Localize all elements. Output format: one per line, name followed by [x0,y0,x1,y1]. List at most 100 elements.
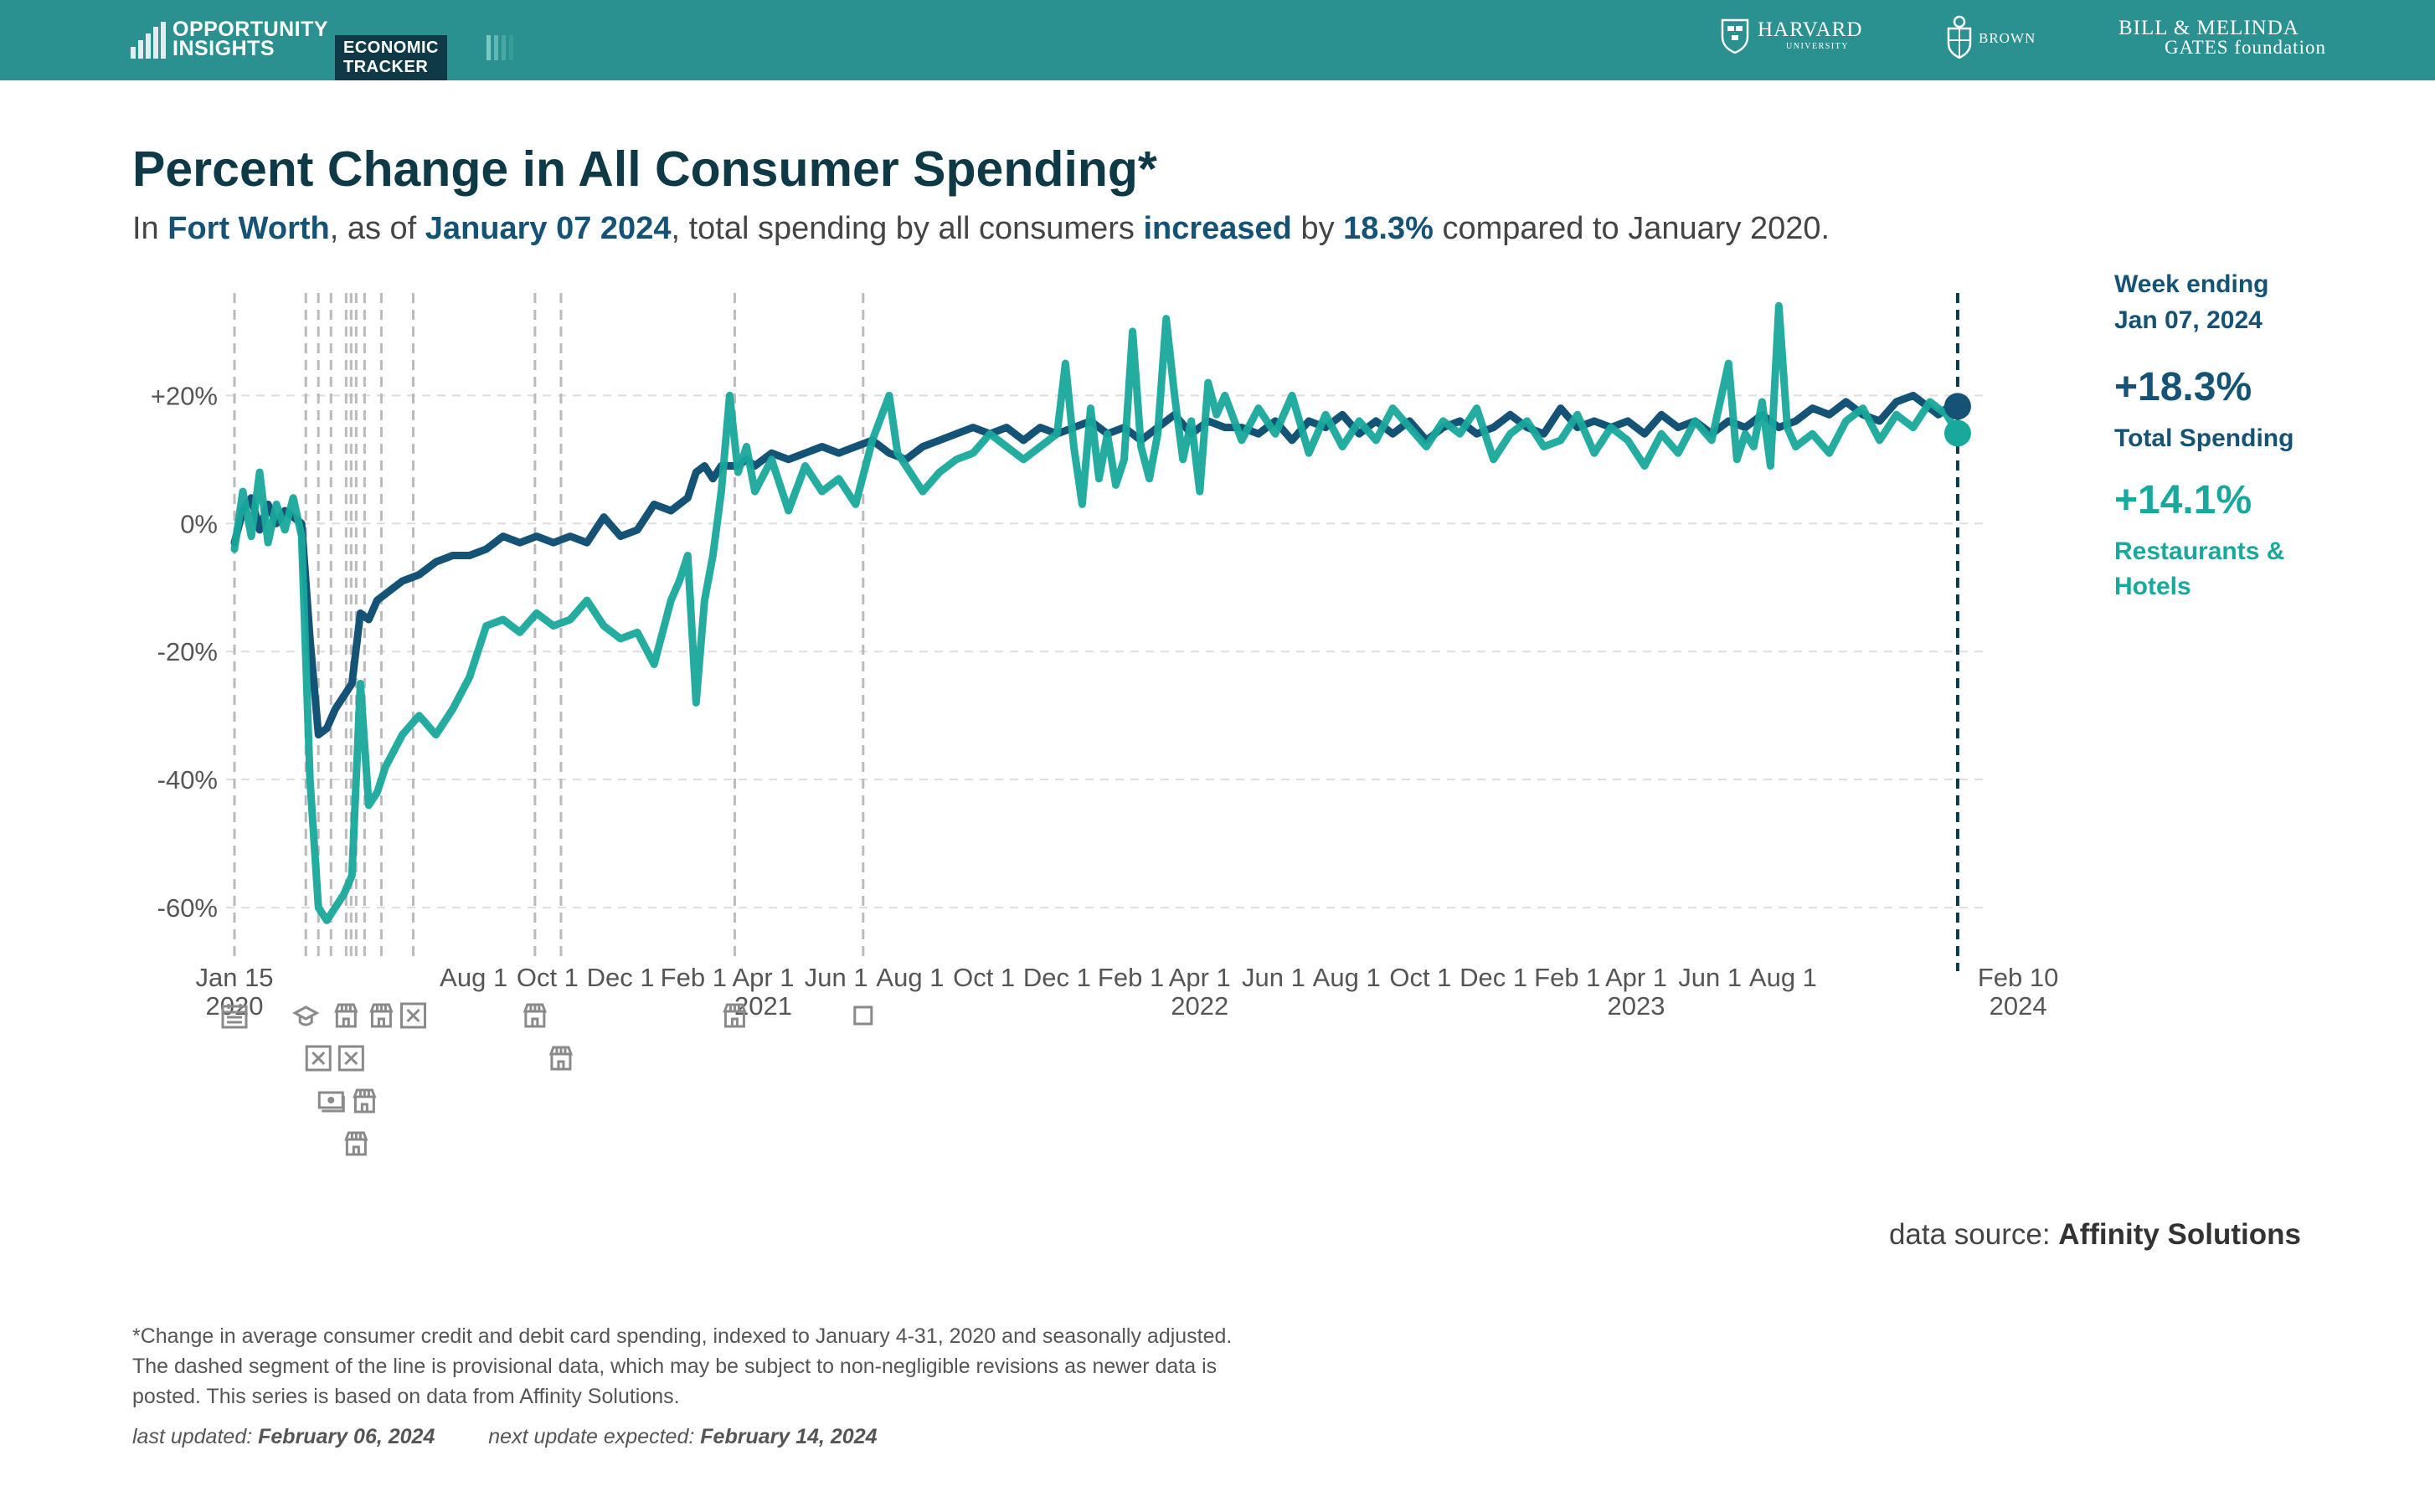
footnote-line: posted. This series is based on data fro… [132,1385,680,1408]
y-tick-label: -60% [157,893,218,923]
data-source-prefix: data source: [1888,1218,2059,1251]
icon-shape [334,1003,358,1028]
series-line-restaurants-hotels [230,301,1962,924]
x-tick-label: Oct 1 [517,963,579,992]
brand-name: OPPORTUNITY INSIGHTS [172,18,329,60]
box-x-icon [337,1045,364,1072]
x-tick-label: Apr 1 [732,963,794,992]
economic-tracker-tag: ECONOMIC TRACKER [335,35,447,80]
x-tick-label: Dec 1 [587,963,655,992]
harvard-name: HARVARD [1758,18,1863,41]
gates-line-1: BILL & MELINDA [2118,17,2299,39]
bar-chart-logo-icon [131,22,166,59]
x-tick-label: Oct 1 [953,963,1015,992]
x-tick-label: Jun 1 [1242,963,1305,992]
footnote-line: *Change in average consumer credit and d… [132,1324,1233,1348]
x-tick-label: Oct 1 [1389,963,1451,992]
event-lines [233,293,1959,971]
location-link[interactable]: Fort Worth [167,211,330,246]
icon-shape [327,1097,335,1103]
icon-shape [548,1046,574,1071]
restaurants-label-line-2: Hotels [2114,573,2191,600]
icon-shape [221,1005,248,1029]
icon-shape [400,1002,427,1029]
total-spending-value: +18.3% [2114,365,2252,409]
data-source: data source: Affinity Solutions [1889,1218,2301,1252]
cash-icon [317,1091,345,1113]
y-tick-label: -40% [157,765,218,795]
icon-shape [337,1045,364,1072]
next-update-date: February 14, 2024 [700,1425,878,1448]
x-tick-label: Dec 1 [1023,963,1091,992]
box-x-icon [400,1002,427,1029]
store-icon [353,1088,377,1113]
store-icon [344,1131,368,1156]
x-tick-label: Feb 1 [1534,963,1600,992]
icon-shape [322,1096,345,1113]
harvard-shield-icon [1721,18,1749,54]
week-ending-line-2: Jan 07, 2024 [2114,306,2263,334]
series-lines [230,301,1971,924]
subtitle-text-4: by [1291,211,1344,246]
x-tick-label: Aug 1 [440,963,507,992]
graduation-cap-icon [292,1005,320,1026]
store-icon [548,1046,574,1071]
subtitle-text-1: In [132,211,168,246]
x-tick-label: Apr 1 [1605,963,1667,992]
icon-shape [406,1008,420,1023]
icon-shape [311,1051,326,1066]
x-tick-label: Aug 1 [1313,963,1381,992]
y-axis-ticks: -60% -40% -20% 0% +20% [151,381,218,923]
x-tick-year-label: 2022 [1171,991,1228,1021]
x-tick-label: Feb 1 [1098,963,1164,992]
week-ending-label: Week ending Jan 07, 2024 [2114,266,2268,338]
subtitle-text-2: , as of [329,211,425,246]
store-icon [523,1003,548,1028]
x-tick-label: Aug 1 [1749,963,1817,992]
subtitle-text-5: compared to January 2020. [1433,211,1830,246]
gates-line-2: GATES foundation [2165,37,2326,58]
direction-highlight: increased [1143,211,1292,246]
store-icon [369,1003,394,1028]
footnote-line: The dashed segment of the line is provis… [132,1355,1218,1378]
y-tick-label: +20% [151,381,218,410]
y-tick-label: 0% [180,509,218,538]
date-highlight: January 07 2024 [425,211,672,246]
y-tick-label: -20% [157,637,218,666]
brand-line-1: OPPORTUNITY [172,18,329,41]
icon-shape [344,1131,368,1156]
icon-shape [523,1003,548,1028]
brown-name: BROWN [1979,30,2036,46]
series-endpoint-marker [1943,419,1971,447]
calendar-icon [221,1004,248,1029]
update-info: last updated: February 06, 2024 next upd… [132,1425,878,1449]
icon-shape [353,1088,377,1113]
x-tick-label: Jan 15 [195,963,273,992]
data-source-link[interactable]: Affinity Solutions [2058,1218,2301,1251]
icon-shape [723,1003,747,1028]
last-updated-label: last updated: [132,1425,253,1448]
top-banner: OPPORTUNITY INSIGHTS ECONOMIC TRACKER HA… [0,0,2435,80]
icon-shape [369,1003,394,1028]
event-icons [221,1002,873,1156]
store-icon [723,1003,747,1028]
brand-line-2: INSIGHTS [172,37,275,60]
series-line-total-spending [230,391,1962,739]
square-icon [853,1005,873,1026]
gates-foundation-logo[interactable]: BILL & MELINDA GATES foundation [2118,17,2325,59]
value-highlight: 18.3% [1343,211,1434,246]
restaurants-label-line-1: Restaurants & [2114,537,2285,565]
x-tick-year-label: 2023 [1608,991,1665,1021]
icon-shape [223,1004,247,1024]
icon-shape [344,1051,358,1066]
x-tick-label: Jun 1 [805,963,868,992]
x-tick-label: Apr 1 [1169,963,1231,992]
x-tick-label: Aug 1 [876,963,944,992]
box-x-icon [305,1045,332,1072]
page-subtitle: In Fort Worth, as of January 07 2024, to… [132,211,1830,247]
total-spending-label: Total Spending [2114,424,2294,452]
page-title: Percent Change in All Consumer Spending* [132,141,1157,197]
x-tick-label: Feb 1 [661,963,727,992]
